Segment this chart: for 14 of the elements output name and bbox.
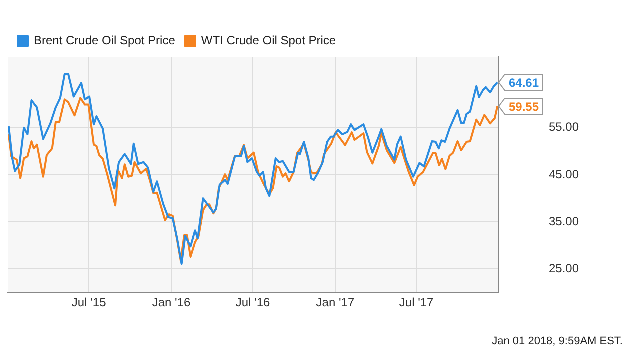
legend-label: WTI Crude Oil Spot Price	[201, 34, 336, 48]
text: Jan 01 2018, 9:59AM EST.	[492, 336, 623, 348]
x-tick-label: Jul '15	[72, 295, 107, 310]
x-tick-label: Jul '16	[236, 295, 271, 310]
annotation: 59.55	[508, 100, 540, 114]
x-tick-label: Jan '17	[316, 295, 355, 310]
x-tick-label: Jan '16	[152, 295, 191, 310]
legend-label: Brent Crude Oil Spot Price	[34, 34, 176, 48]
annotation: 64.61	[508, 76, 540, 90]
y-tick-label: 55.00	[548, 120, 580, 134]
y-tick-label: 35.00	[548, 214, 580, 228]
x-tick-label: Jul '17	[399, 295, 434, 310]
y-tick-label: 25.00	[548, 262, 580, 276]
y-tick-label: 45.00	[548, 167, 580, 182]
